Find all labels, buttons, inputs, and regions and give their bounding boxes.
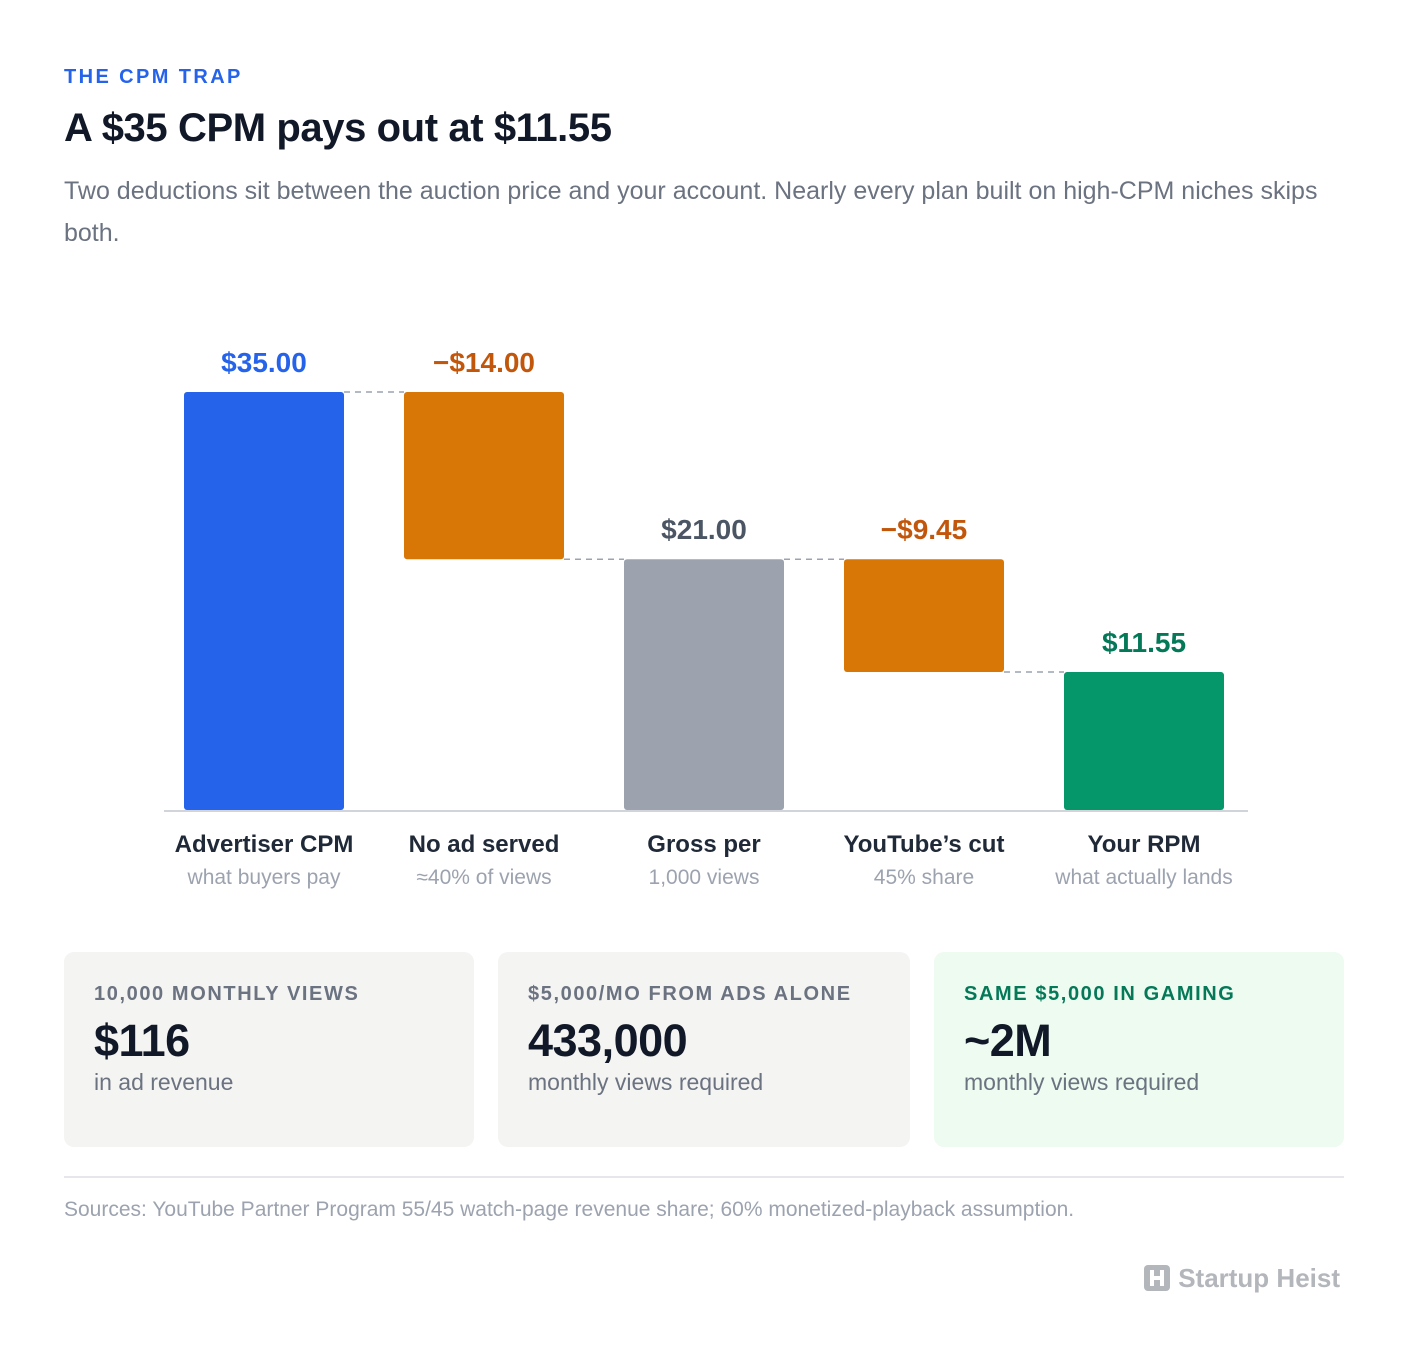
stat-card-5k-ads: $5,000/MO FROM ADS ALONE 433,000 monthly… bbox=[498, 952, 910, 1147]
page-title: A $35 CPM pays out at $11.55 bbox=[64, 106, 612, 150]
brand-logo: Startup Heist bbox=[1144, 1262, 1340, 1294]
bar bbox=[624, 559, 784, 810]
stat-value: 433,000 bbox=[528, 1015, 688, 1066]
h-logo-icon bbox=[1144, 1265, 1171, 1291]
bar bbox=[844, 559, 1004, 673]
stat-caption: in ad revenue bbox=[94, 1069, 234, 1095]
eyebrow: THE CPM TRAP bbox=[64, 66, 243, 88]
page-subtitle: Two deductions sit between the auction p… bbox=[64, 177, 1318, 247]
sources-note: Sources: YouTube Partner Program 55/45 w… bbox=[64, 1198, 1075, 1221]
bar-value-label: −$9.45 bbox=[881, 514, 967, 545]
footer-divider bbox=[64, 1176, 1344, 1178]
stat-cards: 10,000 MONTHLY VIEWS $116 in ad revenue … bbox=[64, 952, 1344, 1147]
category-sublabel: ≈40% of views bbox=[416, 866, 551, 889]
stat-label: SAME $5,000 IN GAMING bbox=[964, 983, 1236, 1005]
category-label: YouTube’s cut bbox=[844, 831, 1005, 858]
bar bbox=[404, 392, 564, 560]
brand-name: Startup Heist bbox=[1178, 1262, 1340, 1293]
category-label: Your RPM bbox=[1088, 831, 1201, 858]
bar-value-label: $35.00 bbox=[221, 347, 307, 378]
stat-caption: monthly views required bbox=[964, 1069, 1200, 1095]
bar-value-label: −$14.00 bbox=[433, 347, 535, 378]
category-sublabel: 45% share bbox=[874, 866, 974, 889]
stat-card-10k-views: 10,000 MONTHLY VIEWS $116 in ad revenue bbox=[64, 952, 474, 1147]
bar bbox=[184, 392, 344, 810]
stat-value: ~2M bbox=[964, 1015, 1052, 1066]
bar-value-label: $11.55 bbox=[1102, 627, 1186, 658]
stat-card-gaming: SAME $5,000 IN GAMING ~2M monthly views … bbox=[934, 952, 1344, 1147]
category-sublabel: what actually lands bbox=[1054, 866, 1232, 889]
stat-caption: monthly views required bbox=[528, 1069, 764, 1095]
stat-value: $116 bbox=[94, 1015, 190, 1066]
category-label: Advertiser CPM bbox=[175, 831, 354, 858]
stat-label: 10,000 MONTHLY VIEWS bbox=[94, 983, 360, 1005]
bar-value-label: $21.00 bbox=[661, 514, 747, 545]
category-label: Gross per bbox=[647, 831, 760, 858]
waterfall-chart: $35.00 Advertiser CPM what buyers pay −$14.… bbox=[164, 347, 1248, 889]
category-sublabel: what buyers pay bbox=[187, 866, 341, 889]
category-label: No ad served bbox=[409, 831, 560, 858]
bar bbox=[1064, 672, 1224, 810]
stat-label: $5,000/MO FROM ADS ALONE bbox=[528, 983, 852, 1005]
category-sublabel: 1,000 views bbox=[649, 866, 760, 889]
